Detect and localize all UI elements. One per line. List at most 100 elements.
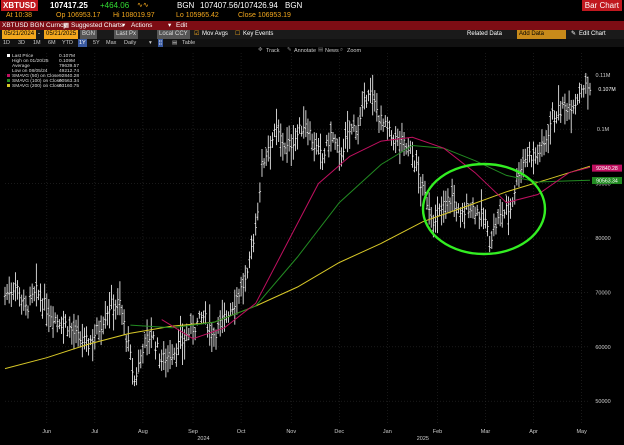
ohlc-bar	[108, 292, 111, 329]
ohlc-bar	[281, 132, 285, 161]
edit-button[interactable]: Edit	[176, 22, 188, 29]
x-tick-label: Mar	[481, 429, 491, 435]
period-1y[interactable]: 1Y	[78, 39, 87, 47]
mov-avgs-checkbox[interactable]: ☑	[194, 31, 200, 37]
add-data-field[interactable]: Add Data	[517, 30, 566, 39]
ohlc-bar	[235, 287, 239, 315]
ohlc-bar	[313, 132, 316, 162]
security-field[interactable]: XBTUSD BGN Curncy	[2, 22, 67, 29]
bar-style-button[interactable]: ¦¦	[158, 39, 163, 47]
ohlc-bar	[513, 185, 516, 205]
ohlc-bar	[582, 84, 585, 98]
ohlc-bar	[574, 93, 577, 115]
period-3d[interactable]: 3D	[18, 40, 26, 46]
ohlc-bar	[273, 123, 276, 138]
period-5y[interactable]: 5Y	[93, 40, 100, 46]
ohlc-bar	[183, 329, 186, 360]
frequency-select[interactable]: Daily	[124, 40, 137, 46]
ohlc-bar	[147, 331, 151, 355]
period-1d[interactable]: 1D	[3, 40, 11, 46]
ohlc-bar	[442, 190, 445, 223]
related-data-button[interactable]: Related Data	[467, 31, 503, 37]
ohlc-bar	[384, 115, 387, 127]
period-ytd[interactable]: YTD	[62, 40, 73, 46]
start-date-field[interactable]: 05/21/2024	[2, 30, 37, 39]
suggested-charts-button[interactable]: Suggested Charts	[71, 22, 124, 29]
ohlc-bar	[321, 153, 324, 170]
pricing-source-field[interactable]: BGN	[80, 30, 98, 39]
ohlc-bar	[239, 276, 243, 297]
ohlc-bar	[350, 123, 354, 135]
ticker-label[interactable]: XBTUSD	[1, 0, 38, 11]
ohlc-bar	[41, 298, 44, 319]
ohlc-bar	[335, 138, 339, 153]
price-change: +464.06	[100, 1, 130, 10]
ohlc-bar	[246, 267, 249, 279]
ohlc-bar	[62, 310, 65, 344]
price-tag-bg	[592, 85, 622, 93]
ohlc-bar	[244, 265, 247, 292]
ohlc-bar	[285, 127, 289, 163]
x-year-label: 2025	[417, 436, 429, 442]
ohlc-bar	[319, 133, 322, 170]
currency-select[interactable]: Local CCY	[157, 30, 190, 39]
ohlc-bar	[91, 329, 94, 362]
ohlc-bar	[129, 344, 132, 360]
ohlc-bar	[327, 132, 331, 158]
x-tick-label: Jun	[42, 429, 51, 435]
ohlc-bar	[588, 82, 592, 96]
low-label: Lo 105965.42	[176, 12, 219, 19]
ohlc-bar	[402, 132, 406, 156]
ohlc-bar	[99, 315, 103, 346]
ohlc-bar	[304, 110, 308, 138]
ohlc-bar	[294, 127, 297, 152]
quote-header: XBTUSD 107417.25 +464.06 ∿∿ BGN 107407.5…	[0, 0, 624, 11]
ohlc-bar	[267, 135, 270, 162]
legend-sma200: SMAVG (200) on Close	[12, 83, 62, 89]
edit-chart-button[interactable]: Edit Chart	[579, 31, 606, 37]
ohlc-bar	[526, 147, 529, 168]
ohlc-bar	[358, 107, 362, 126]
ohlc-bar	[559, 101, 562, 123]
bar-style-icon[interactable]: ▾	[149, 40, 152, 46]
price-chart[interactable]: Jun Jul Aug Sep Oct Nov Dec Jan Feb Mar Apr May 2024…	[0, 47, 624, 445]
ohlc-bar	[478, 211, 481, 230]
legend-low: Low on 08/05/24	[12, 68, 48, 74]
ohlc-bar	[233, 289, 237, 325]
ohlc-bar	[202, 310, 205, 325]
ohlc-bar	[555, 111, 558, 124]
ohlc-bar	[97, 320, 101, 341]
period-1m[interactable]: 1M	[33, 40, 41, 46]
ohlc-bar	[162, 341, 165, 371]
ohlc-bar	[392, 134, 395, 151]
x-tick-label: Sep	[188, 429, 198, 435]
tool-news[interactable]: News	[325, 48, 339, 54]
axis-tags: 0.107M 92840.28 90563.34	[592, 85, 622, 185]
tool-annotate[interactable]: Annotate	[294, 48, 316, 54]
key-events-checkbox[interactable]: ☐	[235, 31, 241, 37]
actions-button[interactable]: Actions	[131, 22, 153, 29]
ohlc-bar	[137, 349, 140, 374]
price-tag: 0.107M	[598, 87, 615, 93]
sma50-tag: 92840.28	[596, 166, 618, 172]
ohlc-bar	[503, 209, 506, 219]
ohlc-bar	[569, 99, 573, 134]
y-tick-label: 70000	[595, 290, 610, 296]
ohlc-bar	[475, 204, 479, 216]
period-6m[interactable]: 6M	[48, 40, 56, 46]
ohlc-bar	[356, 117, 360, 145]
period-max[interactable]: Max	[106, 40, 117, 46]
price-field-select[interactable]: Last Px	[114, 30, 139, 39]
main-toolbar: XBTUSD BGN Curncy ▦ Suggested Charts Act…	[0, 21, 624, 30]
end-date-field[interactable]: 05/21/2025	[44, 30, 79, 39]
ohlc-bar	[120, 304, 124, 325]
ohlc-bar	[5, 284, 9, 301]
ohlc-bar	[64, 314, 67, 328]
ohlc-bar	[264, 147, 268, 166]
table-button[interactable]: Table	[182, 40, 196, 46]
tool-track[interactable]: Track	[266, 48, 280, 54]
x-year-label: 2024	[197, 436, 209, 442]
ohlc-bar	[452, 184, 456, 217]
ohlc-bar	[486, 220, 489, 237]
tool-zoom[interactable]: Zoom	[347, 48, 361, 54]
